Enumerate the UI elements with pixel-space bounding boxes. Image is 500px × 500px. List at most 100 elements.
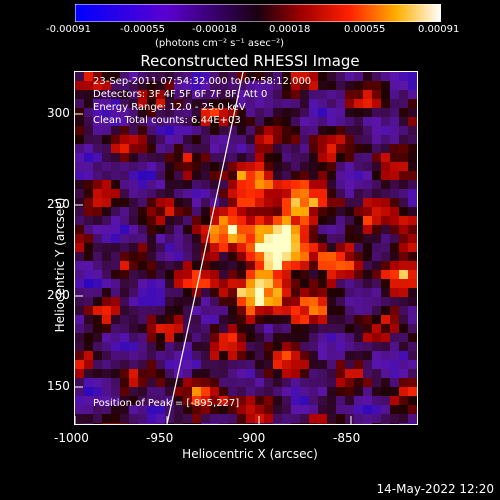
image-pixel [327, 135, 336, 144]
image-pixel [255, 351, 264, 360]
image-pixel [228, 171, 237, 180]
image-pixel [300, 387, 309, 396]
image-pixel [120, 414, 129, 423]
image-pixel [120, 180, 129, 189]
image-pixel [381, 243, 390, 252]
image-pixel [237, 144, 246, 153]
image-pixel [237, 117, 246, 126]
image-pixel [390, 198, 399, 207]
image-pixel [102, 396, 111, 405]
image-pixel [309, 423, 318, 424]
image-pixel [237, 306, 246, 315]
image-pixel [300, 369, 309, 378]
image-pixel [93, 171, 102, 180]
image-pixel [327, 180, 336, 189]
image-pixel [183, 396, 192, 405]
image-pixel [138, 99, 147, 108]
image-pixel [264, 252, 273, 261]
image-pixel [309, 261, 318, 270]
image-pixel [345, 315, 354, 324]
image-pixel [93, 180, 102, 189]
image-pixel [84, 288, 93, 297]
image-pixel [399, 414, 408, 423]
image-pixel [255, 252, 264, 261]
image-pixel [246, 315, 255, 324]
image-pixel [282, 180, 291, 189]
image-pixel [228, 207, 237, 216]
image-pixel [237, 90, 246, 99]
image-pixel [327, 225, 336, 234]
image-pixel [327, 270, 336, 279]
image-pixel [390, 324, 399, 333]
image-pixel [345, 72, 354, 81]
image-pixel [165, 198, 174, 207]
image-pixel [264, 216, 273, 225]
image-pixel [381, 306, 390, 315]
image-pixel [192, 288, 201, 297]
image-pixel [255, 315, 264, 324]
image-pixel [300, 180, 309, 189]
image-pixel [192, 126, 201, 135]
image-pixel [75, 396, 84, 405]
image-pixel [264, 108, 273, 117]
image-pixel [102, 351, 111, 360]
image-pixel [138, 387, 147, 396]
image-pixel [111, 279, 120, 288]
image-pixel [147, 171, 156, 180]
image-pixel [174, 99, 183, 108]
image-pixel [318, 243, 327, 252]
image-pixel [237, 405, 246, 414]
image-pixel [300, 225, 309, 234]
image-pixel [354, 270, 363, 279]
image-pixel [291, 306, 300, 315]
image-pixel [408, 288, 417, 297]
image-pixel [372, 234, 381, 243]
image-pixel [147, 153, 156, 162]
image-pixel [264, 315, 273, 324]
image-pixel [336, 414, 345, 423]
image-pixel [129, 153, 138, 162]
image-pixel [156, 135, 165, 144]
image-pixel [129, 108, 138, 117]
image-pixel [237, 414, 246, 423]
image-pixel [93, 198, 102, 207]
image-pixel [210, 189, 219, 198]
image-pixel [201, 297, 210, 306]
image-pixel [354, 99, 363, 108]
image-pixel [165, 90, 174, 99]
image-pixel [129, 144, 138, 153]
image-pixel [237, 270, 246, 279]
image-pixel [264, 243, 273, 252]
image-pixel [156, 270, 165, 279]
image-pixel [318, 342, 327, 351]
image-pixel [219, 387, 228, 396]
image-pixel [174, 72, 183, 81]
image-pixel [300, 405, 309, 414]
image-pixel [372, 324, 381, 333]
image-pixel [264, 261, 273, 270]
image-pixel [318, 207, 327, 216]
image-pixel [192, 225, 201, 234]
image-pixel [399, 369, 408, 378]
image-pixel [219, 135, 228, 144]
image-pixel [318, 126, 327, 135]
image-pixel [165, 387, 174, 396]
image-pixel [219, 378, 228, 387]
image-pixel [390, 189, 399, 198]
image-pixel [318, 72, 327, 81]
image-pixel [336, 297, 345, 306]
image-pixel [174, 387, 183, 396]
image-pixel [111, 324, 120, 333]
image-pixel [363, 279, 372, 288]
image-pixel [138, 360, 147, 369]
image-pixel [372, 333, 381, 342]
image-pixel [381, 414, 390, 423]
image-pixel [363, 306, 372, 315]
x-axis-label: Heliocentric X (arcsec) [182, 447, 318, 461]
image-pixel [300, 117, 309, 126]
image-pixel [120, 225, 129, 234]
image-pixel [129, 306, 138, 315]
image-pixel [138, 414, 147, 423]
image-pixel [345, 198, 354, 207]
image-pixel [138, 270, 147, 279]
